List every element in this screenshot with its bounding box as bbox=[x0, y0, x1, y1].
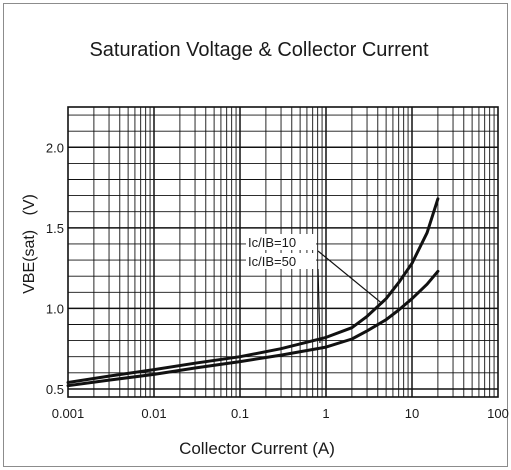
svg-text:VBE(sat) (V): VBE(sat) (V) bbox=[21, 194, 38, 294]
annotation-ic-ib-50-leader bbox=[317, 268, 321, 344]
y-tick-label: 0.5 bbox=[46, 382, 64, 397]
annotation-ic-ib-10: Ic/IB=10 bbox=[248, 235, 296, 250]
annotations: Ic/IB=10 Ic/IB=50 bbox=[246, 234, 383, 344]
annotation-ic-ib-10-leader bbox=[317, 250, 383, 305]
y-tick-label: 1.0 bbox=[46, 301, 64, 316]
grid bbox=[67, 106, 499, 398]
annotation-ic-ib-50: Ic/IB=50 bbox=[248, 254, 296, 269]
y-tick-label: 1.5 bbox=[46, 221, 64, 236]
x-tick-label: 100 bbox=[487, 406, 509, 421]
y-tick-label: 2.0 bbox=[46, 140, 64, 155]
plot-border bbox=[67, 106, 499, 398]
x-tick-label: 1 bbox=[322, 406, 329, 421]
y-axis-label-main: VBE(sat) bbox=[21, 230, 38, 294]
series-line-ic-ib-50 bbox=[66, 269, 440, 388]
series-lines bbox=[66, 197, 440, 388]
x-tick-label: 0.001 bbox=[52, 406, 85, 421]
y-axis-label: VBE(sat) (V) bbox=[21, 194, 38, 294]
series-line-ic-ib-10 bbox=[66, 197, 440, 384]
annotation-ic-ib-50-bg bbox=[246, 253, 316, 269]
chart-frame: Saturation Voltage & Collector Current C… bbox=[3, 3, 509, 467]
y-axis-label-unit: (V) bbox=[21, 194, 38, 215]
x-tick-label: 10 bbox=[405, 406, 419, 421]
chart-svg: Saturation Voltage & Collector Current C… bbox=[21, 39, 509, 458]
annotation-ic-ib-10-bg bbox=[246, 234, 316, 250]
x-axis-label: Collector Current (A) bbox=[179, 439, 335, 458]
x-tick-label: 0.01 bbox=[141, 406, 166, 421]
x-tick-label: 0.1 bbox=[231, 406, 249, 421]
tick-labels: 0.001 0.01 0.1 1 10 100 0.5 1.0 1.5 2.0 bbox=[46, 140, 509, 421]
chart-title: Saturation Voltage & Collector Current bbox=[89, 39, 429, 61]
